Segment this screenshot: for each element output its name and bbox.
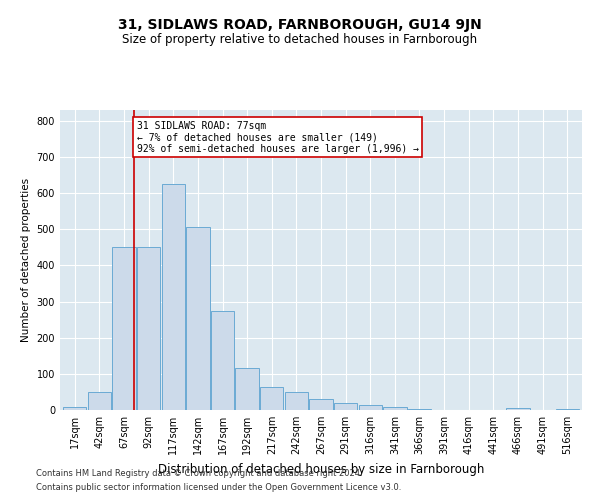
Bar — [211, 310, 234, 410]
Bar — [161, 184, 185, 410]
Text: 31 SIDLAWS ROAD: 77sqm
← 7% of detached houses are smaller (149)
92% of semi-det: 31 SIDLAWS ROAD: 77sqm ← 7% of detached … — [137, 121, 419, 154]
Text: Contains HM Land Registry data © Crown copyright and database right 2024.: Contains HM Land Registry data © Crown c… — [36, 468, 362, 477]
Bar — [334, 403, 358, 410]
Bar — [112, 248, 136, 410]
Text: Contains public sector information licensed under the Open Government Licence v3: Contains public sector information licen… — [36, 484, 401, 492]
Bar — [310, 399, 332, 410]
Bar — [235, 368, 259, 410]
Bar — [88, 392, 111, 410]
Bar — [359, 404, 382, 410]
Bar — [506, 408, 530, 410]
Text: 31, SIDLAWS ROAD, FARNBOROUGH, GU14 9JN: 31, SIDLAWS ROAD, FARNBOROUGH, GU14 9JN — [118, 18, 482, 32]
Bar — [186, 228, 209, 410]
X-axis label: Distribution of detached houses by size in Farnborough: Distribution of detached houses by size … — [158, 462, 484, 475]
Bar — [137, 248, 160, 410]
Bar — [383, 407, 407, 410]
Bar — [284, 392, 308, 410]
Bar — [63, 407, 86, 410]
Bar — [260, 386, 283, 410]
Y-axis label: Number of detached properties: Number of detached properties — [21, 178, 31, 342]
Text: Size of property relative to detached houses in Farnborough: Size of property relative to detached ho… — [122, 34, 478, 46]
